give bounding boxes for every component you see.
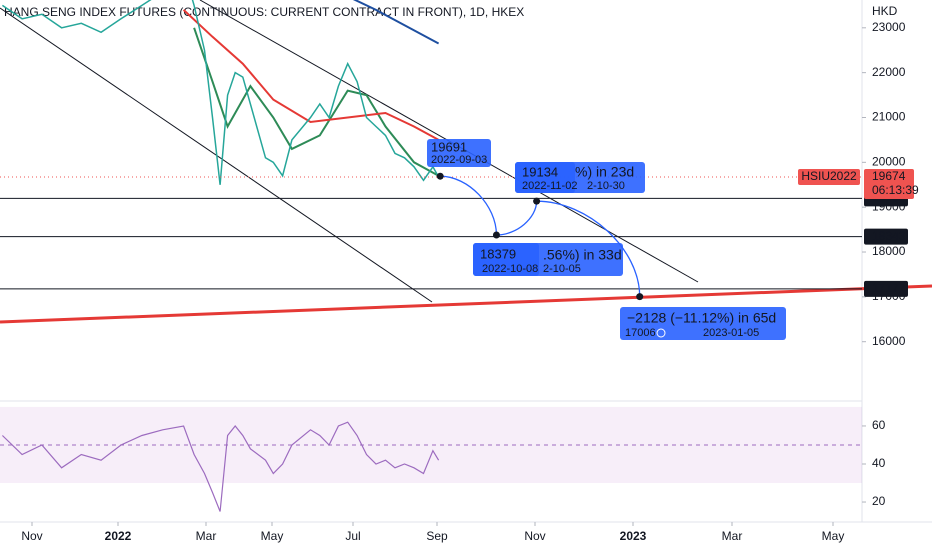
support-line [0,284,932,324]
annotation-box [473,243,539,276]
x-tick-label: Sep [426,529,448,543]
annotation-text: 2023-01-05 [703,327,759,339]
y-tick-label: 20000 [872,155,906,169]
projection-point [436,172,444,180]
projection-point [636,293,644,301]
price-line [1,0,440,185]
annotation-text: 17006 [625,327,656,339]
y-tick-label: 23000 [872,20,906,34]
rsi-tick-label: 60 [872,418,886,432]
countdown-label: 06:13:39 [872,183,919,197]
projection-point [492,231,500,239]
level-label: 17177 [872,281,906,295]
x-tick-label: 2023 [620,529,647,543]
annotation-text: %) in 23d [575,164,634,180]
price-label: 19674 [872,169,906,183]
x-tick-label: Nov [524,529,545,543]
annotation-text: 2-10-05 [543,263,581,275]
moving-average [182,9,440,141]
y-axis-label: HKD [872,4,898,18]
rsi-band [0,406,862,484]
rsi-tick-label: 20 [872,494,886,508]
x-tick-label: Jul [345,529,360,543]
annotation-box [515,162,575,193]
level-badge [864,280,908,297]
annotation-text: 19691 [431,139,467,154]
x-tick-label: Mar [722,529,743,543]
x-tick-label: Mar [196,529,217,543]
rsi-line [1,421,440,512]
projection-point [533,197,541,205]
price-badge [864,168,914,199]
annotation-text: 2022-09-03 [431,154,487,166]
rsi-pane [0,406,862,512]
x-tick-label: Nov [21,529,42,543]
clock-icon [656,328,666,338]
annotation-text: 2022-10-08 [482,263,538,275]
annotation-box [427,139,491,167]
x-tick-label: May [822,529,845,543]
x-tick-label: May [261,529,284,543]
annotation-text: 2-10-30 [587,180,625,192]
chart-title: HANG SENG INDEX FUTURES (CONTINUOUS: CUR… [4,5,524,19]
level-badge [864,228,908,245]
price-pane [1,0,440,185]
y-tick-label: 22000 [872,65,906,79]
annotation-text: 2022-11-02 [522,180,577,192]
annotation-text: −2128 (−11.12%) in 65d [627,310,776,326]
rsi-tick-label: 40 [872,456,886,470]
y-tick-label: 16000 [872,334,906,348]
level-label: 18343 [872,229,906,243]
moving-average [352,0,440,45]
y-tick-label: 21000 [872,110,906,124]
annotation-text: 19134 [522,164,558,179]
x-tick-label: 2022 [105,529,132,543]
annotation-box [620,307,786,340]
y-tick-label: 18000 [872,244,906,258]
annotation-text: .56%) in 33d [543,247,622,263]
symbol-label: HSIU2022 [801,169,857,183]
annotation-text: 18379 [480,246,516,261]
symbol-badge [798,168,860,185]
